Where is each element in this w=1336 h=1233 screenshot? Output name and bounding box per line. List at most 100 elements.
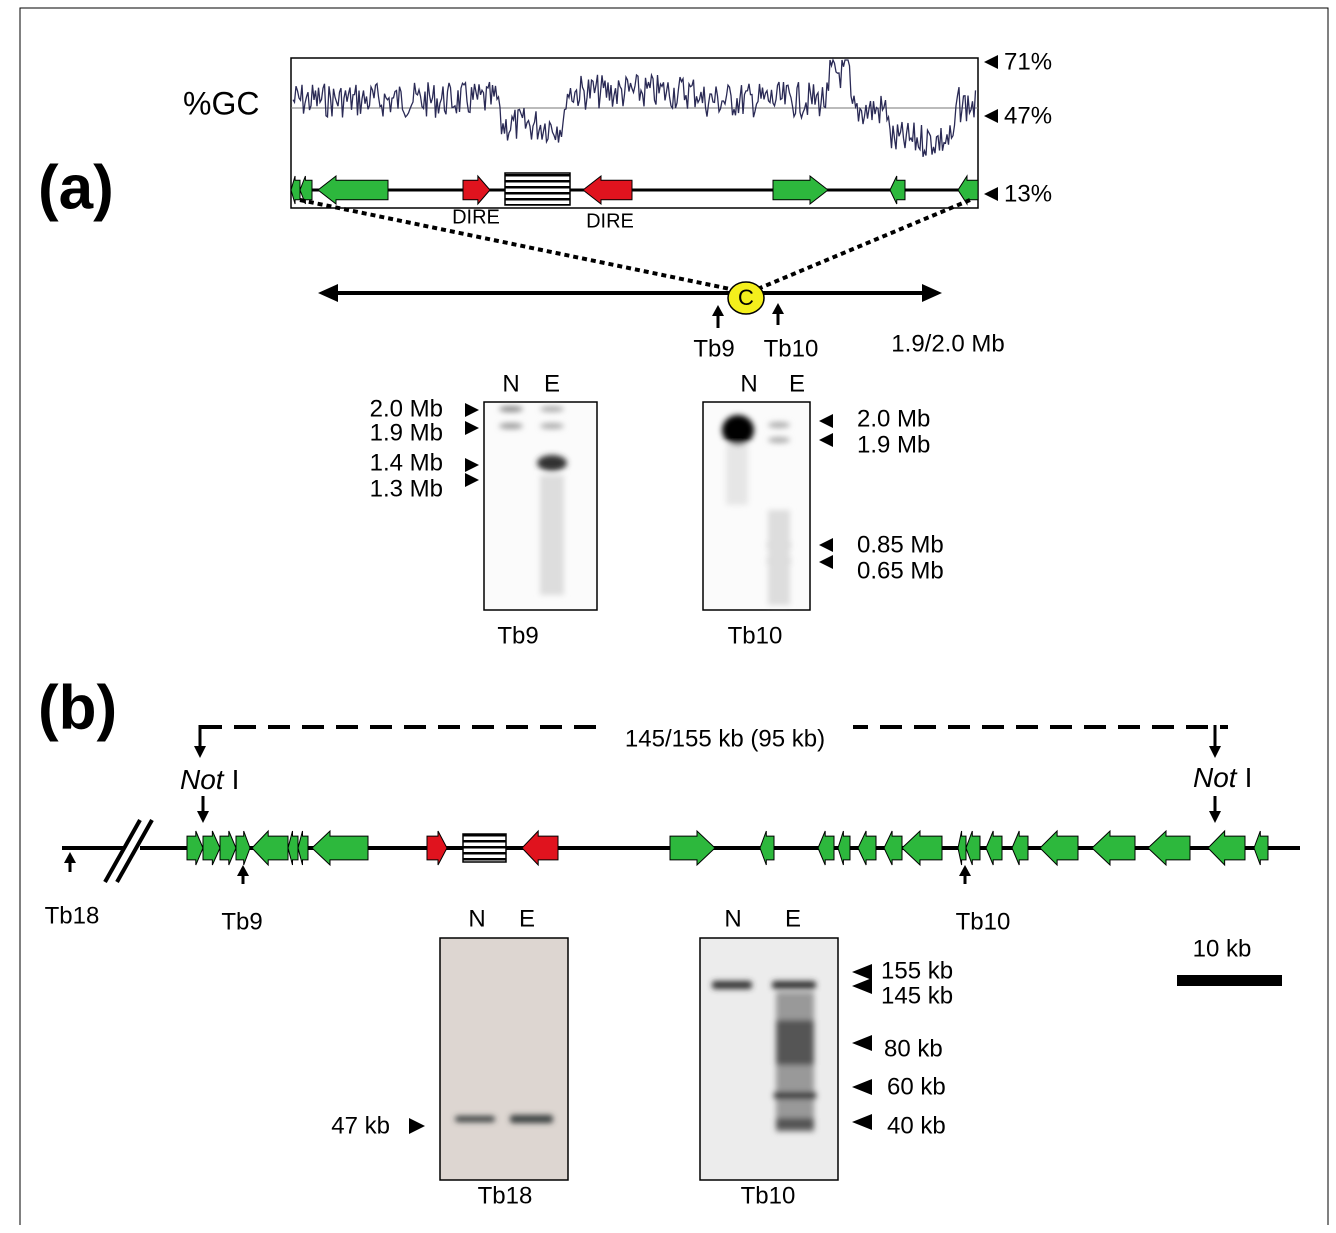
- marker-arrow: [465, 403, 479, 417]
- marker-label: 1.9 Mb: [857, 431, 930, 458]
- gc-tick: 13%: [1004, 180, 1052, 207]
- gene: [958, 831, 966, 865]
- marker-arrow: [465, 458, 479, 472]
- marker-arrow: [852, 1035, 872, 1051]
- lane-label: E: [785, 905, 801, 932]
- gc-label: %GC: [183, 85, 259, 121]
- probe-arrow: [772, 303, 784, 325]
- blot-probe: Tb10: [741, 1182, 796, 1209]
- probe-arrow: [237, 865, 249, 884]
- probe-arrow: [64, 852, 76, 872]
- tick-arrow: [984, 187, 998, 201]
- gene: [986, 831, 1002, 865]
- lane-label: E: [544, 370, 560, 397]
- zoom-line: [300, 200, 735, 290]
- gene: [203, 831, 220, 865]
- gene: [288, 831, 298, 865]
- gene: [966, 831, 980, 865]
- scale-label: 10 kb: [1193, 935, 1252, 962]
- probe-label: Tb18: [45, 902, 100, 929]
- probe-label: Tb10: [764, 335, 819, 362]
- marker-arrow: [819, 433, 833, 447]
- marker-label: 40 kb: [887, 1112, 946, 1139]
- gene: [1092, 831, 1135, 865]
- marker-label: 47 kb: [331, 1112, 390, 1139]
- marker-label: 0.85 Mb: [857, 531, 944, 558]
- blot-probe: Tb18: [478, 1182, 533, 1209]
- blot-probe: Tb10: [728, 622, 783, 649]
- probe-arrow: [712, 305, 724, 328]
- gc-tick: 71%: [1004, 48, 1052, 75]
- fragment-label: 145/155 kb (95 kb): [625, 725, 825, 752]
- marker-arrow: [819, 555, 833, 569]
- gene: [670, 831, 715, 865]
- dire-label: DIRE: [586, 210, 634, 232]
- panel-label: (b): [38, 673, 117, 742]
- lane-label: N: [502, 370, 519, 397]
- marker-arrow: [852, 1079, 872, 1095]
- figure: (a) %GC 71% 47% 13% DIRE DIRE C Tb9 Tb10…: [0, 0, 1336, 1233]
- marker-label: 1.3 Mb: [370, 475, 443, 502]
- tick-arrow: [984, 55, 998, 69]
- gene: [220, 831, 236, 865]
- scale-bar: [1177, 975, 1282, 986]
- gc-box: [291, 58, 978, 208]
- marker-label: 145 kb: [881, 982, 953, 1009]
- marker-arrow: [819, 538, 833, 552]
- site-arrow: [1209, 725, 1221, 758]
- gene: [312, 831, 368, 865]
- chromosome-end: [318, 284, 338, 302]
- repeat-block: [505, 173, 570, 205]
- centromere-label: C: [738, 285, 754, 310]
- marker-arrow: [819, 414, 833, 428]
- marker-arrow: [409, 1118, 425, 1134]
- site-arrow: [194, 725, 206, 758]
- gene: [1012, 831, 1028, 865]
- marker-label: 0.65 Mb: [857, 557, 944, 584]
- gene: [818, 831, 834, 865]
- lane-label: N: [468, 905, 485, 932]
- chromosome-size: 1.9/2.0 Mb: [891, 330, 1004, 357]
- blot: [703, 402, 810, 610]
- probe-label: Tb9: [693, 335, 734, 362]
- site-arrow: [197, 796, 209, 823]
- zoom-line: [760, 200, 970, 288]
- panel-label: (a): [38, 153, 114, 222]
- gene: [1208, 831, 1245, 865]
- tick-arrow: [984, 109, 998, 123]
- gene: [902, 831, 942, 865]
- probe-label: Tb9: [221, 908, 262, 935]
- dire-label: DIRE: [452, 206, 500, 228]
- gene: [884, 831, 902, 865]
- probe-arrow: [959, 865, 971, 884]
- marker-label: 155 kb: [881, 957, 953, 984]
- site-arrow: [1209, 796, 1221, 823]
- blot-probe: Tb9: [497, 622, 538, 649]
- marker-label: 1.9 Mb: [370, 419, 443, 446]
- gene: [1148, 831, 1190, 865]
- gene: [236, 831, 250, 865]
- marker-arrow: [465, 421, 479, 435]
- marker-label: 60 kb: [887, 1073, 946, 1100]
- gene: [427, 831, 447, 865]
- lane-label: E: [519, 905, 535, 932]
- blot: [440, 938, 568, 1180]
- repeat-block: [463, 834, 506, 862]
- gene: [838, 831, 850, 865]
- gene: [187, 831, 203, 865]
- lane-label: N: [740, 370, 757, 397]
- gene: [1040, 831, 1078, 865]
- marker-label: 2.0 Mb: [370, 395, 443, 422]
- page: {"panel_a": {"label": "(a)", "gc_label":…: [0, 0, 1336, 1233]
- marker-label: 2.0 Mb: [857, 405, 930, 432]
- gene: [858, 831, 876, 865]
- marker-arrow: [852, 964, 872, 980]
- gene: [522, 831, 558, 865]
- lane-label: N: [724, 905, 741, 932]
- gene: [1254, 831, 1268, 865]
- blot: [700, 938, 838, 1180]
- lane-label: E: [789, 370, 805, 397]
- marker-label: 1.4 Mb: [370, 449, 443, 476]
